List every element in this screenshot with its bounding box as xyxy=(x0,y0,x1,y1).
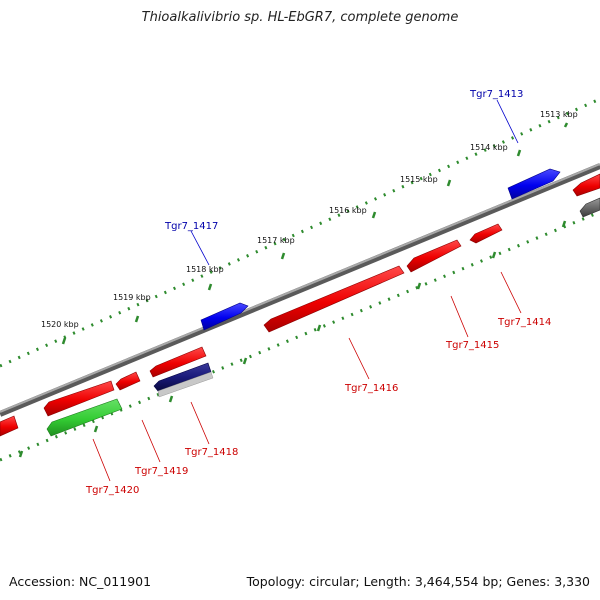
gene-Tgr7_1417[interactable] xyxy=(200,302,249,331)
tick-mark xyxy=(61,337,67,345)
tick-mark xyxy=(242,357,248,365)
leader-line-Tgr7_1417 xyxy=(190,230,210,266)
accession-text: Accession: NC_011901 xyxy=(9,574,152,589)
gene-Tgr7_1413[interactable] xyxy=(507,168,561,200)
tick-label-1514: 1514 kbp xyxy=(470,143,508,152)
tick-mark xyxy=(563,122,569,128)
tick-mark xyxy=(516,149,522,157)
gene-label-Tgr7_1420[interactable]: Tgr7_1420 xyxy=(85,485,139,496)
gene-Tgr7_1419[interactable] xyxy=(115,371,141,391)
leader-line-Tgr7_1416 xyxy=(348,337,370,380)
tick-mark xyxy=(207,283,213,291)
tick-label-1513: 1513 kbp xyxy=(540,110,578,119)
gene-label-Tgr7_1419[interactable]: Tgr7_1419 xyxy=(134,466,188,477)
tick-mark xyxy=(134,315,140,323)
label-leader-lines xyxy=(92,99,522,482)
gene-unlabeled-left[interactable] xyxy=(0,415,19,437)
genome-stats-text: Topology: circular; Length: 3,464,554 bp… xyxy=(246,574,590,589)
inner-major-ticks xyxy=(18,220,567,458)
gene-Tgr7_1414[interactable] xyxy=(469,223,503,244)
gene-Tgr7_1420-rna[interactable] xyxy=(46,398,123,437)
leader-line-Tgr7_1419 xyxy=(141,419,161,463)
forward-strand-genes xyxy=(200,168,561,331)
leader-line-Tgr7_1418 xyxy=(190,401,210,445)
genome-title: Thioalkalivibrio sp. HL-EbGR7, complete … xyxy=(141,10,459,25)
gene-label-Tgr7_1418[interactable]: Tgr7_1418 xyxy=(184,447,238,458)
tick-mark xyxy=(446,179,452,187)
tick-label-1518: 1518 kbp xyxy=(186,265,224,274)
inner-scale-ruler xyxy=(0,210,600,462)
backbone-line xyxy=(0,163,600,417)
gene-label-Tgr7_1416[interactable]: Tgr7_1416 xyxy=(344,383,398,394)
tick-mark xyxy=(491,251,497,259)
gene-Tgr7_1420-cds[interactable] xyxy=(43,380,115,417)
gene-labels: Tgr7_1413 Tgr7_1414 Tgr7_1415 Tgr7_1416 … xyxy=(85,89,551,496)
tick-mark xyxy=(316,324,322,332)
tick-label-1520: 1520 kbp xyxy=(41,320,79,329)
gene-unlabeled-pseudo-right[interactable] xyxy=(579,197,600,218)
gene-Tgr7_1415[interactable] xyxy=(406,239,462,273)
leader-line-Tgr7_1415 xyxy=(450,295,469,338)
tick-label-1515: 1515 kbp xyxy=(400,175,438,184)
inner-ruler-dots xyxy=(0,210,600,462)
leader-line-Tgr7_1420 xyxy=(92,438,111,482)
gene-label-Tgr7_1414[interactable]: Tgr7_1414 xyxy=(497,317,551,328)
gene-Tgr7_1418-shadow xyxy=(157,371,214,398)
gene-label-Tgr7_1417[interactable]: Tgr7_1417 xyxy=(164,221,218,232)
tick-mark xyxy=(93,425,99,433)
tick-label-1519: 1519 kbp xyxy=(113,293,151,302)
tick-mark xyxy=(168,395,174,403)
gene-Tgr7_1418-cds[interactable] xyxy=(149,346,207,378)
gene-Tgr7_1416[interactable] xyxy=(263,265,405,333)
tick-mark xyxy=(371,211,377,219)
genome-backbone xyxy=(0,163,600,417)
scale-tick-labels: 1513 kbp 1514 kbp 1515 kbp 1516 kbp 1517… xyxy=(41,110,578,329)
gene-unlabeled-right[interactable] xyxy=(572,173,600,197)
outer-major-ticks xyxy=(61,122,569,345)
reverse-strand-genes xyxy=(0,173,600,437)
tick-label-1516: 1516 kbp xyxy=(329,206,367,215)
inner-lane-features xyxy=(46,197,600,437)
tick-label-1517: 1517 kbp xyxy=(257,236,295,245)
tick-mark xyxy=(416,282,422,290)
gene-label-Tgr7_1415[interactable]: Tgr7_1415 xyxy=(445,340,499,351)
backbone-highlight xyxy=(0,163,600,413)
tick-mark xyxy=(561,220,567,228)
gene-label-Tgr7_1413[interactable]: Tgr7_1413 xyxy=(469,89,523,100)
tick-mark xyxy=(280,252,286,260)
leader-line-Tgr7_1414 xyxy=(500,271,522,314)
leader-line-Tgr7_1413 xyxy=(496,99,519,144)
tick-mark xyxy=(18,450,24,458)
